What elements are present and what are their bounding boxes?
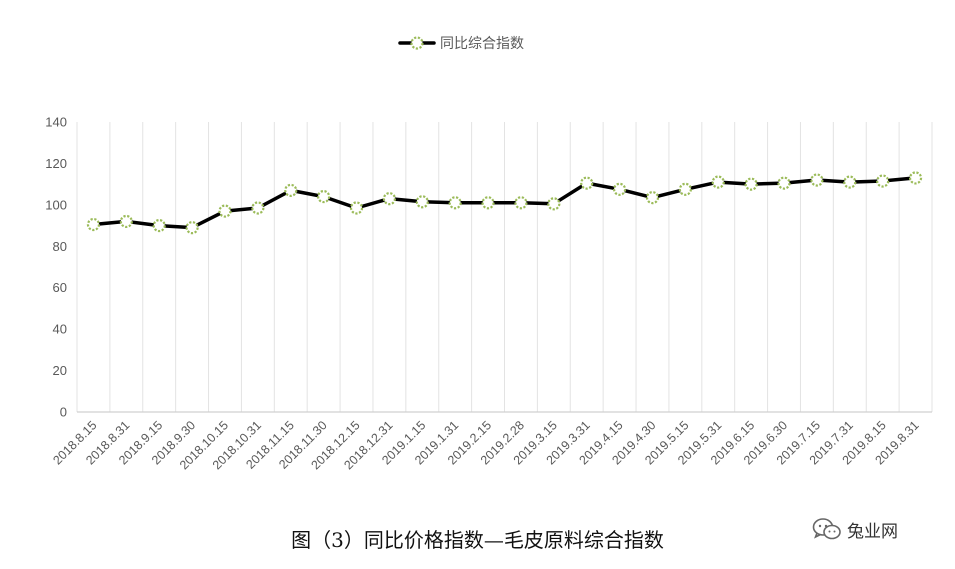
wechat-icon bbox=[812, 518, 841, 540]
y-tick-label: 80 bbox=[53, 239, 67, 254]
data-point bbox=[481, 196, 495, 210]
legend-marker bbox=[410, 36, 424, 50]
data-point bbox=[284, 183, 298, 197]
data-point bbox=[251, 201, 265, 215]
y-tick-label: 20 bbox=[53, 363, 67, 378]
watermark: 兔业网 bbox=[812, 514, 898, 544]
data-point bbox=[86, 217, 101, 232]
y-tick-label: 0 bbox=[60, 405, 67, 420]
data-point bbox=[317, 189, 331, 204]
data-point bbox=[777, 176, 791, 190]
data-point bbox=[876, 174, 890, 188]
watermark-text: 兔业网 bbox=[847, 521, 898, 542]
y-tick-label: 140 bbox=[45, 115, 67, 130]
data-point bbox=[218, 204, 232, 218]
data-point bbox=[678, 182, 692, 196]
y-axis: 0 20 40 60 80 100 120 140 bbox=[45, 115, 67, 420]
data-point bbox=[415, 195, 429, 209]
data-point bbox=[645, 191, 660, 205]
data-point bbox=[810, 173, 824, 187]
data-point bbox=[152, 218, 166, 233]
data-point bbox=[547, 197, 561, 211]
figure-caption: 图（3）同比价格指数—毛皮原料综合指数 bbox=[291, 528, 664, 552]
legend-label: 同比综合指数 bbox=[440, 36, 524, 52]
data-point bbox=[514, 196, 528, 210]
y-tick-label: 40 bbox=[53, 322, 67, 337]
y-tick-label: 100 bbox=[45, 197, 67, 212]
data-point bbox=[843, 175, 857, 189]
series-group bbox=[86, 171, 923, 235]
grid-lines bbox=[76, 122, 933, 412]
data-point bbox=[744, 177, 758, 191]
y-tick-label: 60 bbox=[53, 280, 67, 295]
data-point bbox=[119, 214, 133, 229]
legend: 同比综合指数 bbox=[398, 36, 524, 52]
data-point bbox=[349, 201, 364, 215]
data-point bbox=[908, 171, 923, 185]
data-point bbox=[448, 196, 462, 210]
x-axis: 2018.8.152018.8.312018.9.152018.9.302018… bbox=[50, 411, 932, 472]
data-point bbox=[382, 192, 397, 206]
line-chart: 0 20 40 60 80 100 120 140 2018.8.152018.8.31201… bbox=[45, 36, 933, 472]
data-point bbox=[612, 182, 627, 196]
data-point bbox=[711, 175, 725, 189]
data-point bbox=[580, 176, 594, 190]
y-tick-label: 120 bbox=[45, 156, 67, 171]
data-point bbox=[185, 221, 199, 235]
